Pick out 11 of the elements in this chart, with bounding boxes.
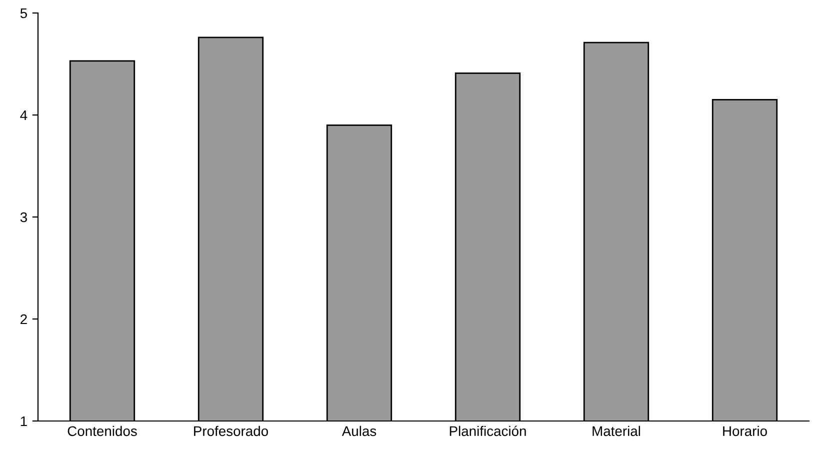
x-tick-label: Profesorado [194,426,268,436]
y-tick-label: 2 [20,314,27,324]
x-tick-label: Material [592,426,640,436]
y-tick-label: 3 [20,212,27,222]
y-tick-label: 1 [20,416,27,426]
x-tick-label: Aulas [342,426,376,436]
x-tick-label: Horario [723,426,767,436]
x-tick-label: Planificación [450,426,526,436]
y-tick-label: 5 [20,8,27,18]
x-tick-label: Contenidos [68,426,137,436]
y-tick-label: 4 [20,110,28,120]
